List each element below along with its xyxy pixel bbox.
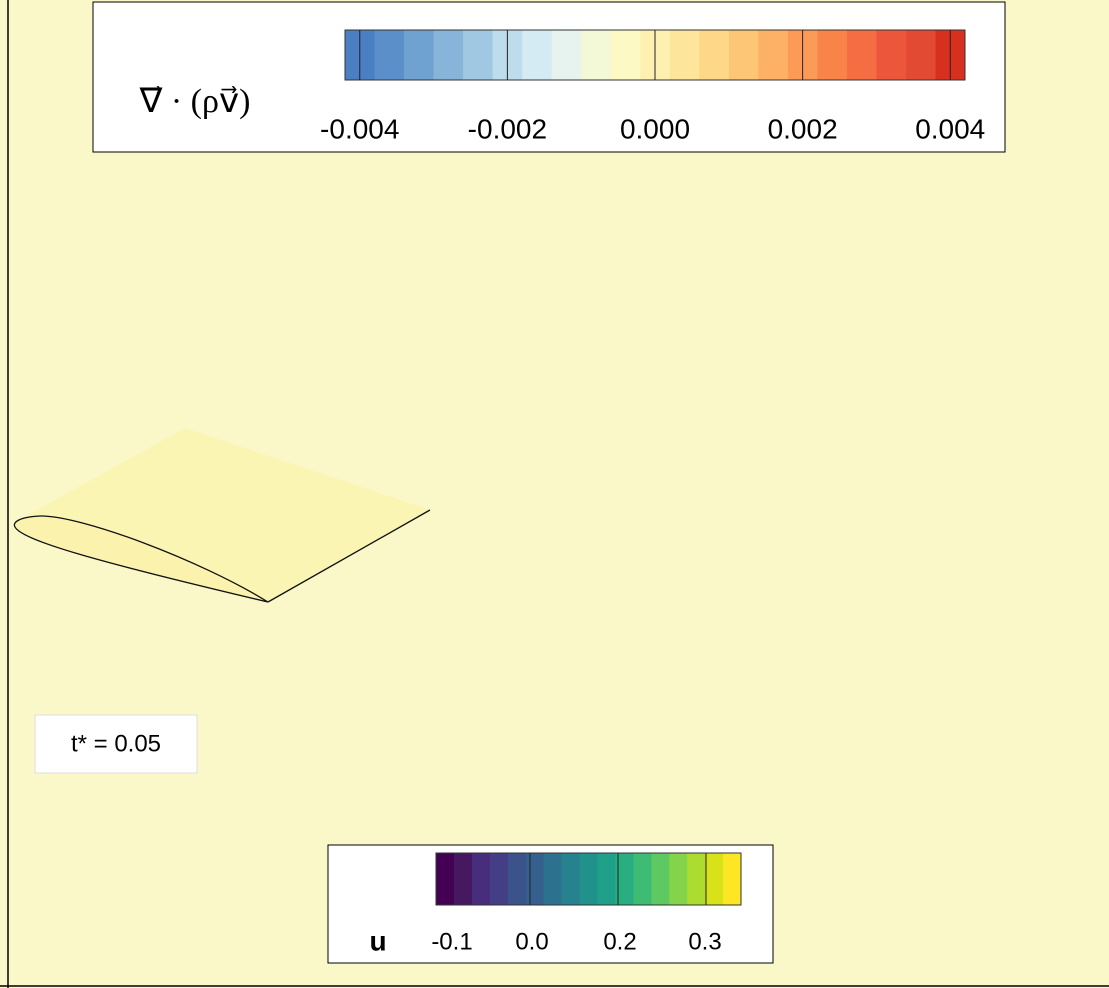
time-label: t* = 0.05 bbox=[71, 730, 161, 757]
color-band bbox=[728, 30, 759, 80]
color-band bbox=[374, 30, 405, 80]
color-band bbox=[610, 30, 641, 80]
tick-label: 0.000 bbox=[620, 113, 690, 144]
color-band bbox=[846, 30, 877, 80]
colorbar-u: u -0.1 0.0 0.2 0.3 bbox=[327, 844, 774, 964]
tick-label: -0.1 bbox=[431, 928, 472, 955]
tick-label: 0.002 bbox=[768, 113, 838, 144]
color-band bbox=[633, 853, 652, 905]
color-band bbox=[597, 853, 616, 905]
color-band bbox=[905, 30, 936, 80]
color-band bbox=[669, 30, 700, 80]
color-band bbox=[687, 853, 706, 905]
color-band bbox=[705, 853, 724, 905]
color-band bbox=[579, 853, 598, 905]
color-band bbox=[669, 853, 688, 905]
colorbar-divergence: ∇⃗ · (ρv⃗) -0.004 -0.002 0.000 0.002 0.004 bbox=[92, 1, 1006, 153]
tick-label: 0.0 bbox=[515, 928, 548, 955]
color-band bbox=[453, 853, 473, 905]
color-band bbox=[817, 30, 848, 80]
color-band bbox=[581, 30, 612, 80]
color-band bbox=[723, 853, 742, 905]
color-band bbox=[507, 853, 527, 905]
color-band bbox=[551, 30, 582, 80]
tick-label: 0.3 bbox=[688, 928, 721, 955]
airfoil bbox=[13, 428, 431, 603]
tick-label: 0.2 bbox=[603, 928, 636, 955]
colorbar-label: u bbox=[369, 925, 386, 956]
color-band bbox=[436, 853, 455, 905]
color-band bbox=[876, 30, 907, 80]
colorbar-outline bbox=[435, 852, 742, 906]
color-band bbox=[433, 30, 464, 80]
tick-label: -0.004 bbox=[320, 113, 399, 144]
color-band bbox=[651, 853, 670, 905]
color-band bbox=[404, 30, 435, 80]
tick-label: 0.004 bbox=[915, 113, 985, 144]
color-band bbox=[525, 853, 545, 905]
color-band bbox=[699, 30, 730, 80]
tick-label: -0.002 bbox=[468, 113, 547, 144]
colorbar-label: ∇⃗ · (ρv⃗) bbox=[139, 83, 251, 120]
color-band bbox=[543, 853, 563, 905]
color-band bbox=[561, 853, 581, 905]
color-band bbox=[522, 30, 553, 80]
time-box bbox=[34, 714, 198, 774]
color-band bbox=[489, 853, 509, 905]
color-band bbox=[758, 30, 789, 80]
color-band bbox=[463, 30, 494, 80]
color-band bbox=[471, 853, 491, 905]
color-band bbox=[615, 853, 634, 905]
